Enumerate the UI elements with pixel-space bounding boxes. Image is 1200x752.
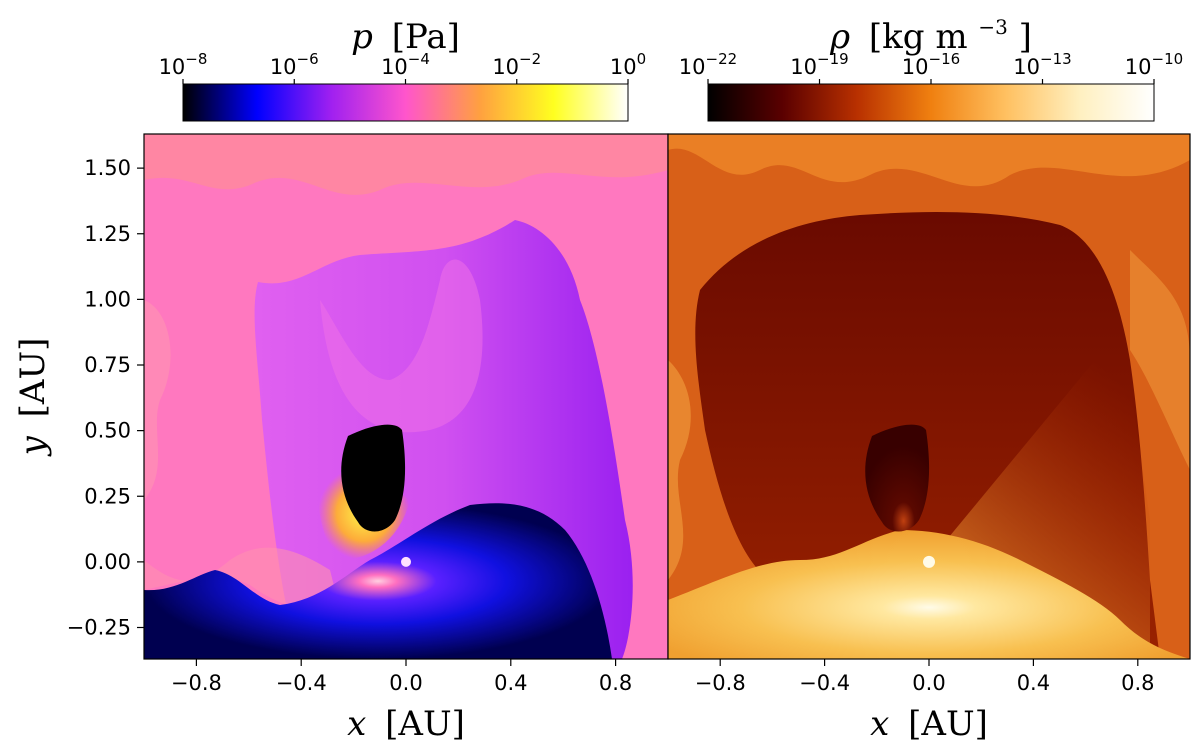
colorbar-tick-label: 10−16 (902, 50, 960, 79)
pressure-planet-hill-sphere (341, 424, 406, 532)
y-tick-label: 1.00 (84, 287, 131, 311)
x-axis-density: −0.8 −0.4 0.0 0.4 0.8 (695, 659, 1155, 695)
x-axis-title-pressure: x [AU] (347, 704, 465, 744)
tick-exponent: −19 (817, 50, 849, 68)
pressure-colorbar: p [Pa] 10−8 10−6 10−4 10−2 100 (159, 17, 646, 122)
density-envelope-filaments (668, 134, 1190, 187)
x-tick-label: −0.4 (799, 671, 850, 695)
pressure-envelope-texture (144, 134, 668, 195)
x-tick-label: −0.8 (171, 671, 222, 695)
pressure-colorbar-label: p [Pa] (351, 17, 460, 57)
pressure-colorbar-ticks: 10−8 10−6 10−4 10−2 100 (159, 50, 646, 84)
colorbar-tick-label: 10−8 (159, 50, 208, 79)
tick-base: 10 (790, 55, 817, 79)
density-unit: [kg m (869, 17, 968, 57)
pressure-map-panel (144, 134, 668, 659)
pressure-envelope-lobe (144, 547, 340, 611)
tick-exponent: −2 (519, 50, 541, 68)
colorbar-tick-label: 10−6 (270, 50, 319, 79)
x-tick-label: 0.0 (389, 671, 422, 695)
tick-base: 10 (492, 55, 519, 79)
tick-base: 10 (159, 55, 186, 79)
tick-base: 10 (1125, 55, 1152, 79)
y-tick-label: 0.25 (84, 484, 131, 508)
x-tick-label: 0.0 (912, 671, 945, 695)
x-axis-symbol: x (347, 704, 366, 744)
density-colorbar-label: ρ [kg m −3 ] (829, 3, 1032, 57)
y-axis: −0.25 0.00 0.25 0.50 0.75 1.00 1.25 1.50 (67, 156, 144, 640)
density-map-panel (668, 134, 1190, 659)
star-marker (923, 555, 935, 568)
pressure-colorbar-gradient (182, 83, 629, 122)
density-envelope-filaments (1130, 250, 1190, 470)
x-axis-unit: [AU] (908, 704, 988, 744)
x-tick-label: −0.4 (276, 671, 327, 695)
colorbar-tick-label: 10−4 (381, 50, 430, 79)
y-tick-label: 1.25 (84, 222, 131, 246)
y-tick-label: 0.75 (84, 353, 131, 377)
y-axis-title: y [AU] (13, 338, 53, 458)
tick-base: 10 (270, 55, 297, 79)
tick-exponent: −6 (297, 50, 319, 68)
tick-base: 10 (1013, 55, 1040, 79)
tick-base: 10 (902, 55, 929, 79)
x-tick-label: 0.8 (1121, 671, 1154, 695)
y-tick-label: −0.25 (67, 616, 131, 640)
tick-exponent: −4 (408, 50, 430, 68)
y-axis-unit: [AU] (13, 338, 53, 418)
tick-exponent: −8 (185, 50, 207, 68)
tick-exponent: −16 (929, 50, 961, 68)
x-tick-label: 0.4 (494, 671, 527, 695)
y-tick-label: 0.00 (84, 550, 131, 574)
pressure-inner-region (144, 503, 612, 659)
colorbar-tick-label: 10−19 (790, 50, 848, 79)
pressure-envelope-texture (144, 300, 171, 500)
density-planet-hill-sphere (865, 424, 930, 532)
tick-exponent: −13 (1040, 50, 1072, 68)
colorbar-tick-label: 100 (610, 50, 646, 79)
tick-base: 10 (610, 55, 637, 79)
pressure-cavity-ridge (320, 259, 483, 433)
density-colorbar: ρ [kg m −3 ] 10−22 10−19 10−16 10−13 10−10 (679, 3, 1183, 122)
x-tick-label: 0.8 (599, 671, 632, 695)
x-axis-symbol: x (870, 704, 889, 744)
y-tick-label: 0.50 (84, 419, 131, 443)
x-axis-unit: [AU] (385, 704, 465, 744)
density-colorbar-gradient (707, 83, 1155, 122)
x-axis-pressure: −0.8 −0.4 0.0 0.4 0.8 (171, 659, 632, 695)
tick-exponent: 0 (637, 50, 647, 68)
tick-base: 10 (679, 55, 706, 79)
y-tick-label: 1.50 (84, 156, 131, 180)
colorbar-tick-label: 10−13 (1013, 50, 1071, 79)
colorbar-tick-label: 10−2 (492, 50, 541, 79)
density-symbol: ρ (829, 17, 850, 57)
pressure-symbol: p (351, 17, 373, 57)
x-tick-label: 0.4 (1017, 671, 1050, 695)
colorbar-tick-label: 10−10 (1125, 50, 1183, 79)
tick-base: 10 (381, 55, 408, 79)
density-envelope-filaments (668, 360, 691, 580)
x-axis-title-density: x [AU] (870, 704, 988, 744)
colorbar-tick-label: 10−22 (679, 50, 737, 79)
tick-exponent: −10 (1152, 50, 1184, 68)
y-axis-symbol: y (13, 435, 53, 457)
star-marker (401, 556, 411, 567)
density-colorbar-ticks: 10−22 10−19 10−16 10−13 10−10 (679, 50, 1183, 84)
pressure-unit: [Pa] (392, 17, 460, 57)
density-unit-close: ] (1019, 17, 1032, 57)
density-inner-region (668, 530, 1190, 659)
density-unit-exponent: −3 (978, 15, 1007, 39)
x-tick-label: −0.8 (695, 671, 746, 695)
tick-exponent: −22 (706, 50, 738, 68)
